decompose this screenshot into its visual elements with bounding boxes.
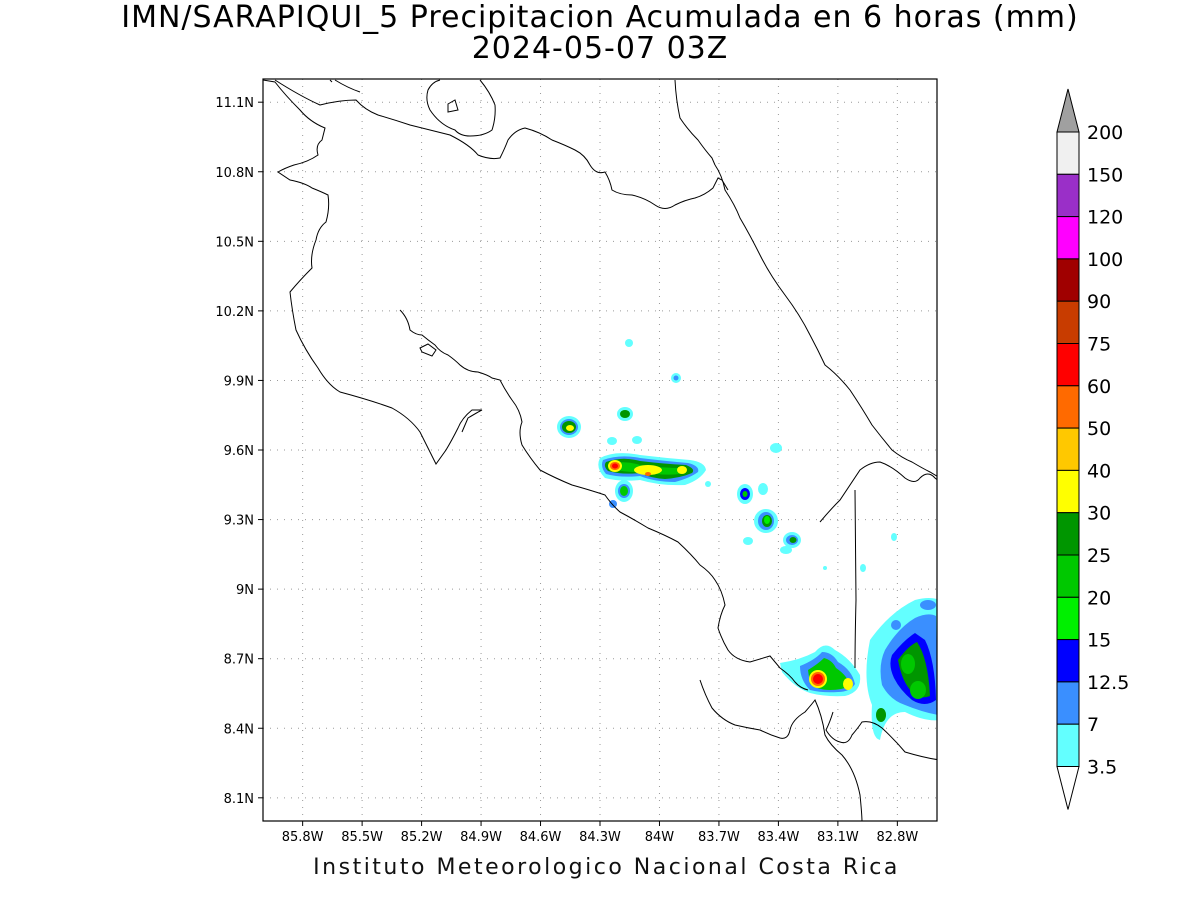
lat-tick-label: 8.1N [224, 792, 254, 807]
colorbar-label: 60 [1087, 376, 1111, 398]
lon-tick-label: 83.4W [758, 830, 800, 845]
colorbar-label: 15 [1087, 630, 1111, 652]
lat-tick-label: 8.7N [224, 653, 254, 668]
colorbar: 200 150 120 100 90 75 60 50 40 30 25 20 15 12.5 7 3.5 [1056, 88, 1129, 810]
lon-tick-label: 84.3W [579, 830, 621, 845]
colorbar-label: 25 [1087, 545, 1111, 567]
precipitation-field [557, 339, 937, 740]
lon-tick-label: 83.7W [698, 830, 740, 845]
lat-tick-label: 9.9N [224, 374, 254, 389]
colorbar-swatch [1056, 173, 1080, 218]
rain-cell [780, 645, 861, 697]
rain-cell [866, 598, 937, 740]
colorbar-swatch [1056, 554, 1080, 598]
lon-tick-label: 82.8W [876, 830, 918, 845]
lon-tick-label: 83.1W [817, 830, 859, 845]
colorbar-label: 50 [1087, 418, 1111, 440]
lat-tick-label: 9N [236, 583, 254, 598]
colorbar-swatch [1056, 596, 1080, 641]
colorbar-label: 150 [1087, 164, 1123, 186]
colorbar-label: 200 [1087, 122, 1123, 144]
colorbar-label: 3.5 [1087, 757, 1117, 779]
rain-band [598, 453, 711, 487]
footer-text: Instituto Meteorologico Nacional Costa R… [313, 855, 900, 880]
colorbar-label: 12.5 [1087, 672, 1129, 694]
rain-cell [609, 480, 633, 508]
lat-tick-label: 9.3N [224, 514, 254, 529]
lat-tick-label: 9.6N [224, 444, 254, 459]
coastline [263, 79, 937, 821]
map-title: IMN/SARAPIQUI_5 Precipitacion Acumulada … [121, 0, 1079, 35]
rain-cell [671, 373, 681, 383]
colorbar-label: 20 [1087, 587, 1111, 609]
lon-tick-label: 85.8W [282, 830, 324, 845]
colorbar-swatch [1056, 258, 1080, 302]
map-subtitle-date: 2024-05-07 03Z [471, 31, 729, 66]
lon-tick-label: 84W [645, 830, 675, 845]
lat-tick-label: 10.5N [215, 235, 254, 250]
lon-tick-label: 85.2W [401, 830, 443, 845]
colorbar-swatch [1056, 681, 1080, 725]
colorbar-under-triangle [1056, 766, 1080, 810]
lat-tick-label: 8.4N [224, 722, 254, 737]
colorbar-label: 90 [1087, 291, 1111, 313]
colorbar-swatch [1056, 639, 1080, 683]
colorbar-swatch [1056, 385, 1080, 429]
lat-tick-label: 11.1N [215, 96, 254, 111]
rain-cell [625, 339, 633, 347]
colorbar-over-triangle [1056, 88, 1080, 133]
colorbar-label: 100 [1087, 249, 1123, 271]
colorbar-swatch [1056, 343, 1080, 387]
colorbar-swatch [1056, 427, 1080, 471]
graticule-grid [263, 79, 937, 821]
colorbar-label: 75 [1087, 334, 1111, 356]
lon-tick-label: 85.5W [341, 830, 383, 845]
colorbar-swatch [1056, 469, 1080, 514]
colorbar-swatch [1056, 512, 1080, 556]
rain-cell [737, 443, 801, 554]
rain-cell [617, 407, 633, 421]
rain-cell [607, 436, 642, 445]
lat-tick-label: 10.2N [215, 305, 254, 320]
lat-tick-label: 10.8N [215, 166, 254, 181]
footer-credit: Instituto Meteorologico Nacional Costa R… [0, 855, 1200, 880]
colorbar-label: 40 [1087, 460, 1111, 482]
colorbar-swatch [1056, 216, 1080, 260]
colorbar-swatch [1056, 300, 1080, 345]
colorbar-swatch [1056, 131, 1080, 175]
colorbar-label: 30 [1087, 503, 1111, 525]
map-axes: 85.8W 85.5W 85.2W 84.9W 84.6W 84.3W 84W 83.7W 83… [215, 96, 918, 845]
lon-tick-label: 84.9W [460, 830, 502, 845]
colorbar-label: 7 [1087, 714, 1099, 736]
lon-tick-label: 84.6W [520, 830, 562, 845]
rain-cell [557, 416, 581, 438]
rain-cell [823, 533, 897, 572]
colorbar-swatch [1056, 723, 1080, 768]
colorbar-label: 120 [1087, 207, 1123, 229]
